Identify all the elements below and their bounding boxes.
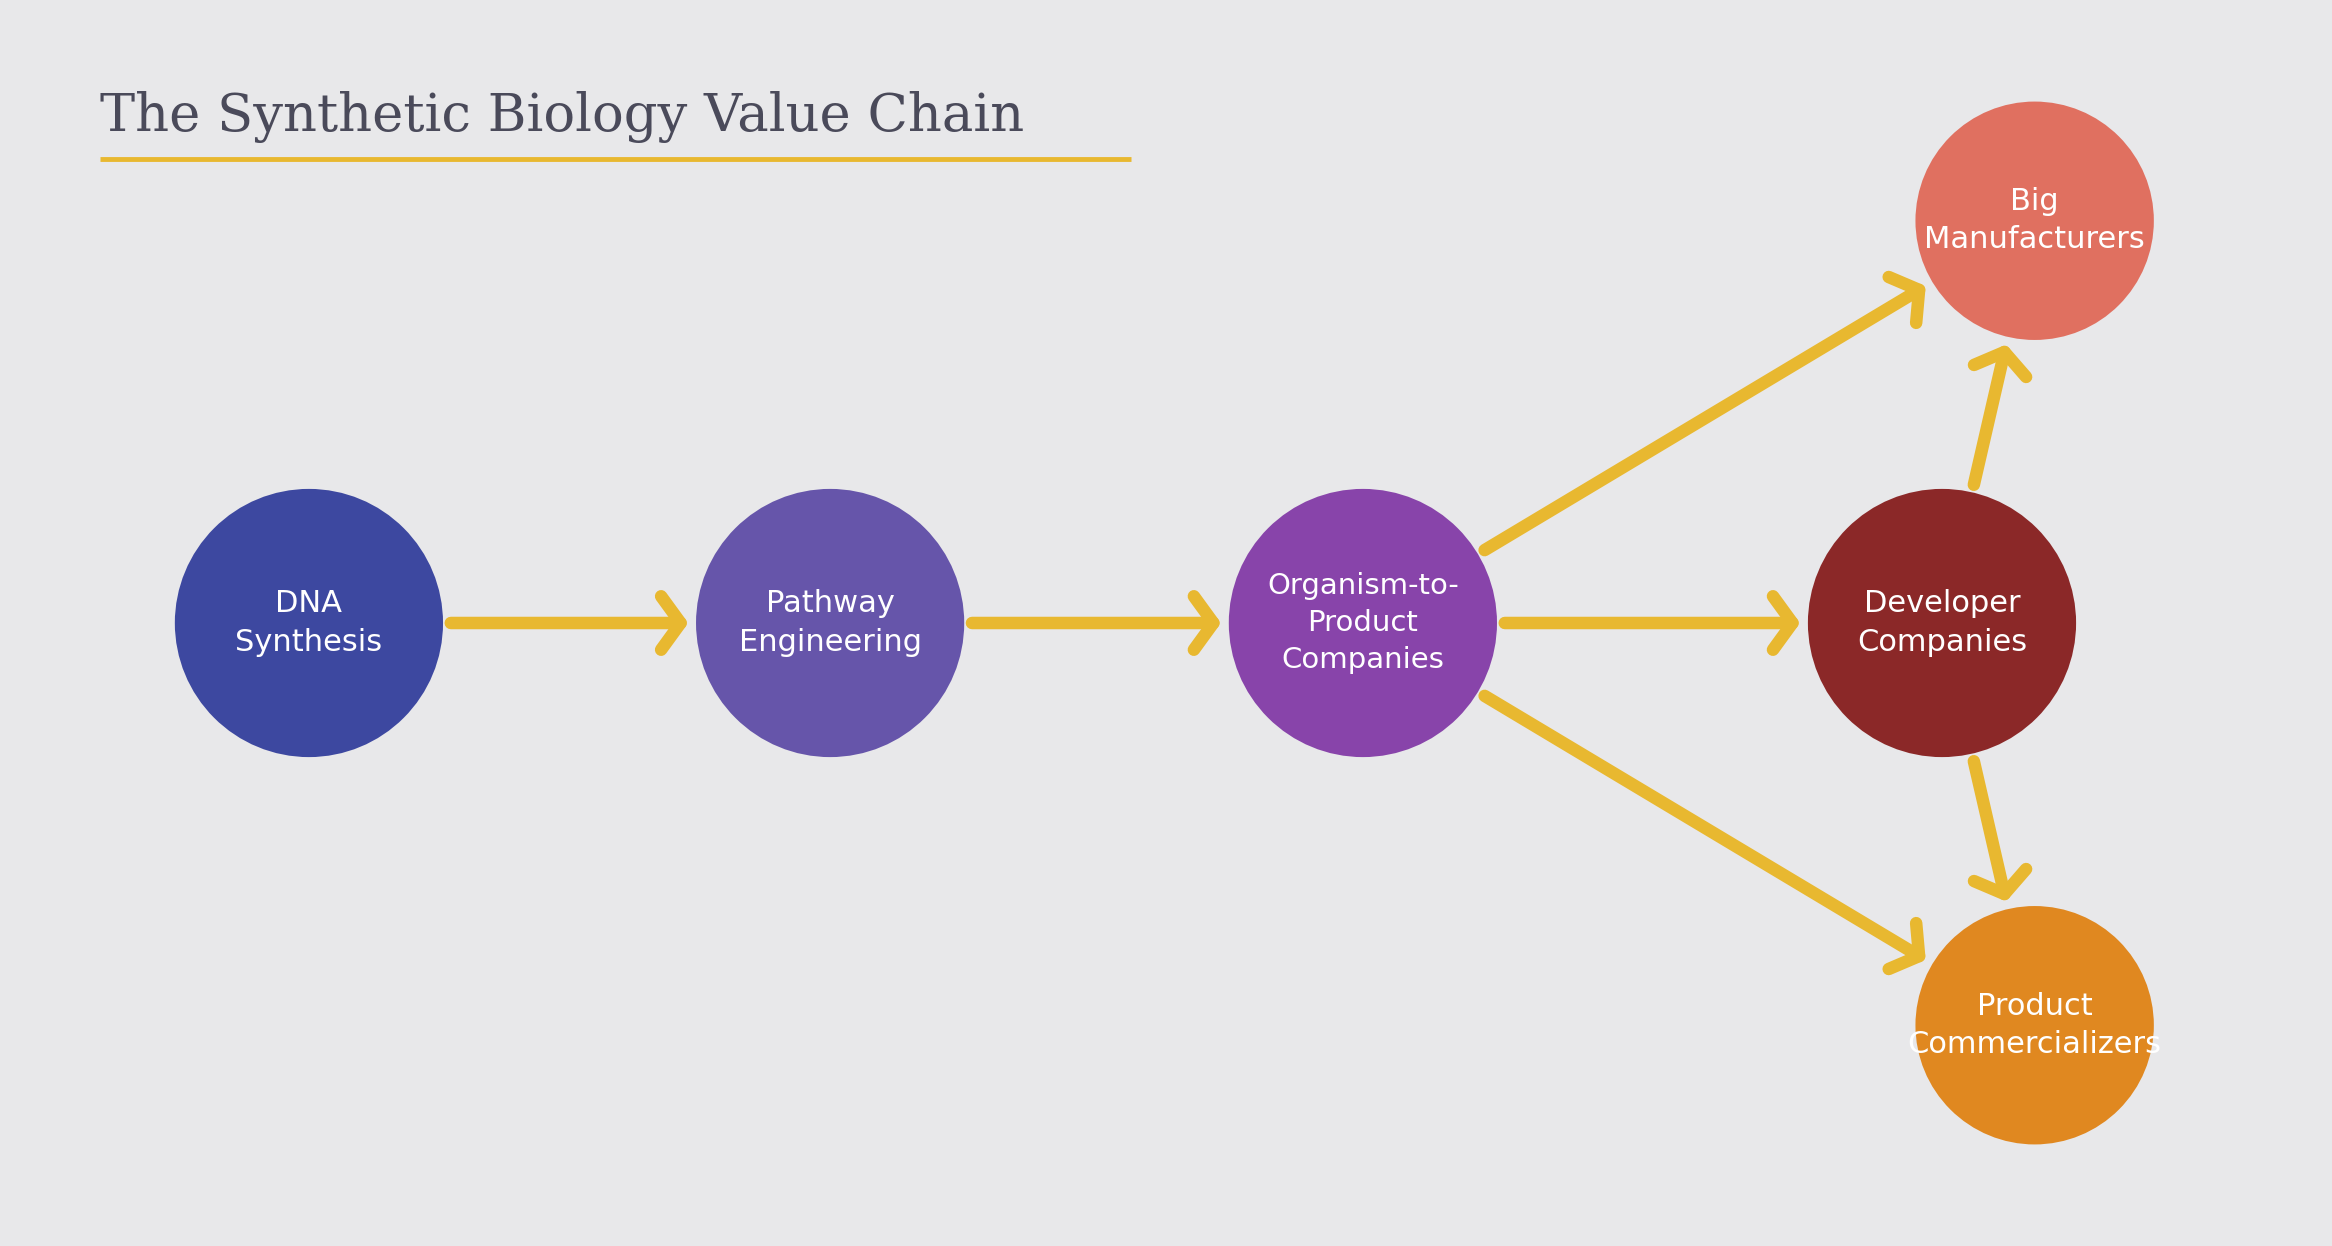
Text: DNA
Synthesis: DNA Synthesis [236,589,382,657]
Text: Big
Manufacturers: Big Manufacturers [1924,187,2145,254]
Text: The Synthetic Biology Value Chain: The Synthetic Biology Value Chain [100,91,1024,143]
Text: Pathway
Engineering: Pathway Engineering [739,589,921,657]
Circle shape [1915,102,2155,340]
Circle shape [1229,488,1497,758]
Circle shape [1915,906,2155,1144]
Text: Developer
Companies: Developer Companies [1856,589,2027,657]
Text: Product
Commercializers: Product Commercializers [1908,992,2162,1059]
Circle shape [1807,488,2075,758]
Circle shape [175,488,443,758]
Text: Organism-to-
Product
Companies: Organism-to- Product Companies [1266,572,1460,674]
Circle shape [695,488,963,758]
